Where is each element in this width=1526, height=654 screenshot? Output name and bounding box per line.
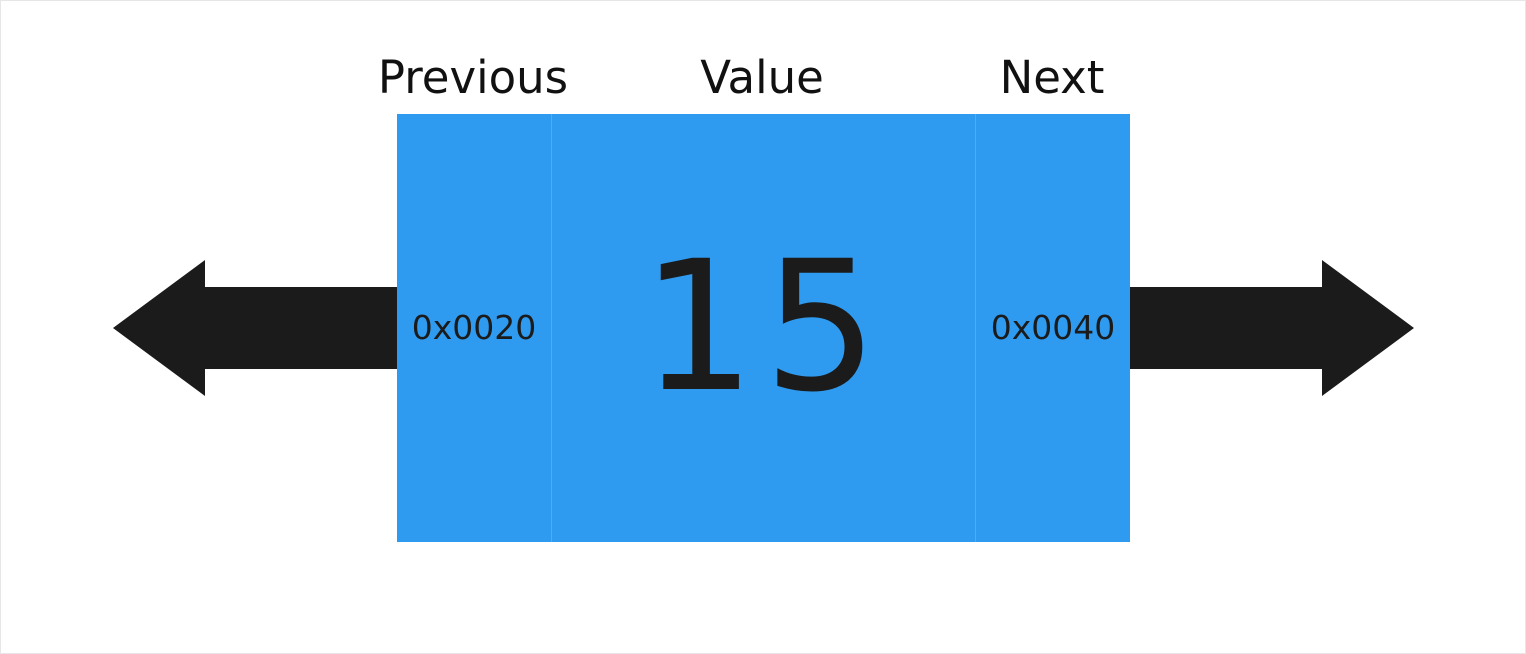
arrow-left-icon [113,260,399,396]
previous-pointer-cell: 0x0020 [397,114,552,542]
value-cell: 15 [552,114,976,542]
arrow-right-icon [1128,260,1414,396]
node-value: 15 [640,223,887,432]
value-header: Value [700,51,824,104]
linked-list-node: 0x0020 15 0x0040 [397,114,1130,542]
previous-header: Previous [377,51,569,104]
next-pointer-cell: 0x0040 [976,114,1130,542]
previous-address: 0x0020 [411,308,537,347]
next-address: 0x0040 [990,308,1116,347]
next-header: Next [999,51,1105,104]
